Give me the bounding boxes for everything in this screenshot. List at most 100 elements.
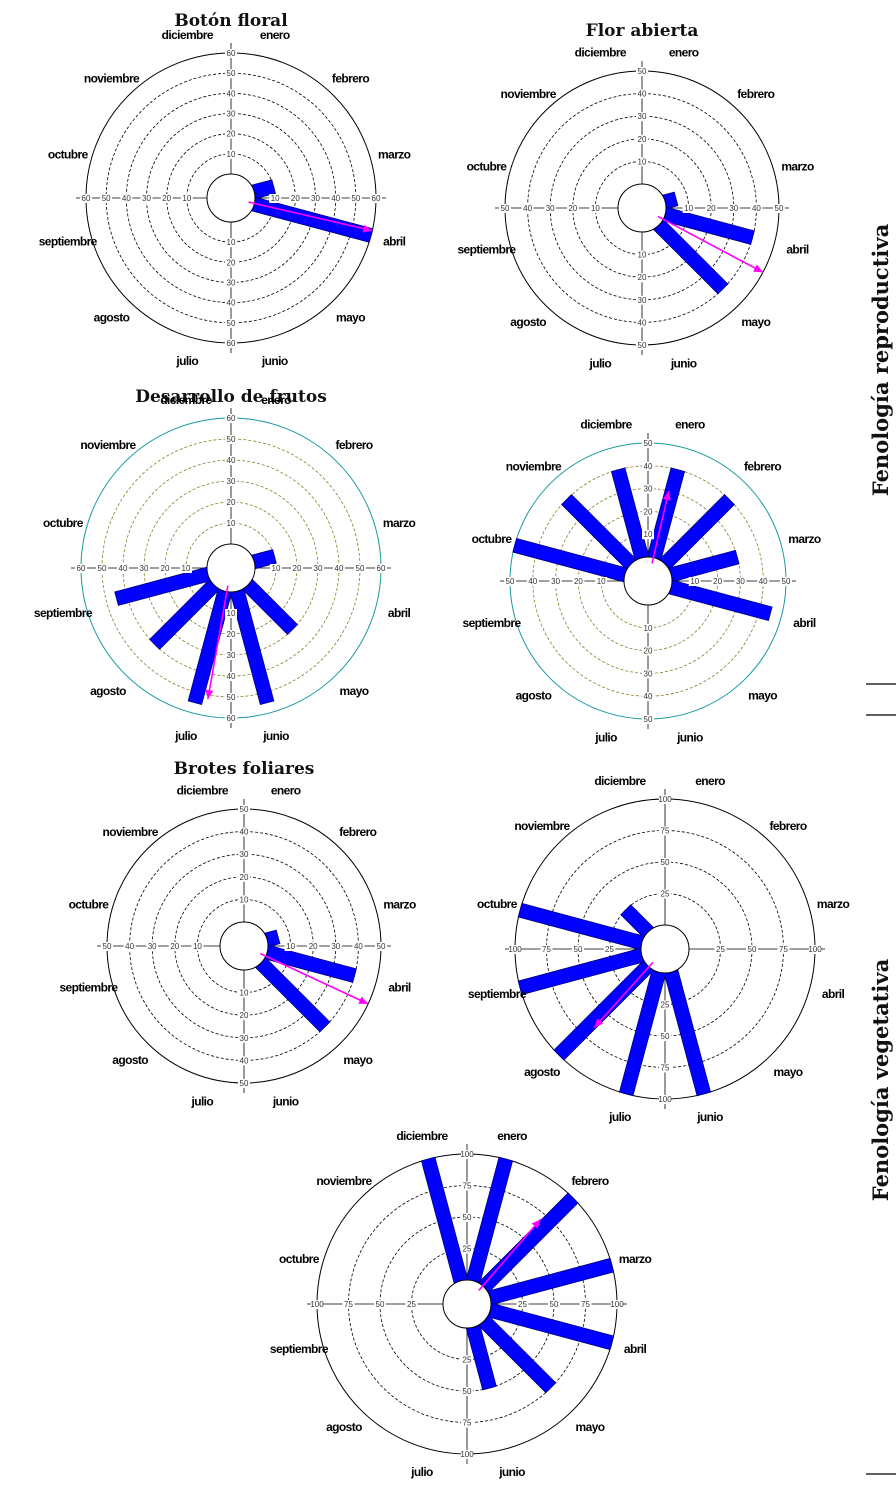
tick-bg: [225, 339, 237, 348]
mean-vector-arrowhead: [753, 264, 763, 273]
tick-label: 50: [782, 577, 791, 586]
mean-vector-arrowhead: [662, 490, 671, 501]
tick-label: 40: [227, 456, 236, 465]
side-label-reproductive: Fenología reproductiva: [868, 223, 893, 496]
tick-label: 30: [227, 110, 236, 119]
tick-label: 30: [227, 279, 236, 288]
month-label-febrero: febrero: [744, 459, 781, 473]
tick-label: 40: [331, 194, 340, 203]
tick-bg: [225, 109, 237, 119]
month-label-marzo: marzo: [781, 159, 814, 173]
tick-bg: [225, 498, 237, 507]
center-hole: [206, 173, 256, 223]
month-label-abril: abril: [383, 235, 406, 249]
tick-label: 10: [240, 989, 249, 998]
tick-bg: [238, 827, 250, 837]
tick-label: 30: [314, 564, 323, 573]
tick-label: 30: [729, 204, 738, 213]
tick-label: 50: [501, 204, 510, 213]
tick-label: 25: [407, 1300, 416, 1309]
month-label-septiembre: septiembre: [463, 616, 522, 630]
tick-label: 10: [644, 624, 653, 633]
tick-label: 75: [463, 1182, 472, 1191]
tick-label: 20: [293, 564, 302, 573]
month-label-enero: enero: [675, 418, 705, 432]
tick-label: 10: [286, 942, 295, 951]
tick-bg: [168, 942, 181, 951]
month-label-mayo: mayo: [343, 1053, 372, 1067]
month-label-junio: junio: [696, 1110, 723, 1124]
tick-bg: [659, 795, 671, 804]
tick-bg: [746, 945, 758, 954]
tick-label: 75: [661, 1064, 670, 1073]
month-label-septiembre: septiembre: [39, 235, 98, 249]
tick-label: 60: [227, 339, 236, 348]
tick-bg: [342, 1300, 355, 1309]
tick-label: 75: [779, 945, 788, 954]
polar-charts: Botón floral 10 10 10 10 20 20 20 20 30 30 30 30 40 40…: [34, 11, 850, 1479]
tick-bg: [461, 1213, 473, 1222]
tick-bg: [140, 194, 153, 203]
tick-label: 20: [161, 564, 170, 573]
tick-label: 75: [581, 1300, 590, 1309]
tick-bg: [238, 895, 250, 905]
tick-label: 20: [574, 577, 583, 586]
month-label-noviembre: noviembre: [84, 71, 140, 85]
tick-label: 60: [227, 49, 236, 58]
tick-bg: [329, 942, 342, 951]
tick-label: 40: [528, 577, 537, 586]
tick-bg: [238, 1033, 250, 1043]
tick-bg: [549, 577, 562, 586]
tick-label: 10: [638, 157, 647, 166]
mean-vector-arrowhead: [205, 689, 214, 700]
tick-label: 40: [523, 204, 532, 213]
tick-label: 30: [644, 669, 653, 678]
month-label-marzo: marzo: [383, 897, 416, 911]
tick-bg: [238, 872, 250, 882]
tick-label: 10: [591, 204, 600, 213]
tick-bg: [225, 435, 237, 444]
tick-bg: [589, 204, 602, 213]
tick-bg: [225, 414, 237, 423]
tick-bg: [461, 1355, 473, 1365]
tick-label: 50: [227, 69, 236, 78]
tick-bg: [642, 692, 654, 702]
tick-label: 50: [506, 577, 515, 586]
month-label-diciembre: diciembre: [580, 418, 632, 432]
tick-label: 30: [551, 577, 560, 586]
tick-bg: [269, 194, 282, 203]
tick-label: 50: [775, 204, 784, 213]
month-label-enero: enero: [260, 28, 290, 42]
tick-bg: [636, 250, 648, 260]
tick-bg: [642, 461, 654, 471]
tick-label: 40: [759, 577, 768, 586]
tick-label: 50: [644, 715, 653, 724]
tick-label: 10: [690, 577, 699, 586]
tick-label: 40: [125, 942, 134, 951]
tick-label: 20: [162, 194, 171, 203]
center-hole: [640, 924, 690, 974]
month-label-abril: abril: [793, 616, 816, 630]
tick-bg: [225, 149, 237, 159]
tick-bg: [461, 1387, 473, 1396]
tick-label: 20: [568, 204, 577, 213]
tick-bg: [225, 672, 237, 681]
tick-labels: 10 10 10 10 20 20 20 20 30 30 30 30 40 40 40 40 50 50 50 50: [101, 805, 387, 1088]
tick-label: 50: [661, 858, 670, 867]
tick-bg: [225, 456, 237, 465]
tick-bg: [780, 577, 792, 586]
tick-label: 20: [713, 577, 722, 586]
month-label-noviembre: noviembre: [80, 438, 136, 452]
month-label-enero: enero: [669, 45, 699, 59]
month-label-febrero: febrero: [335, 438, 372, 452]
tick-labels: 25 25 25 25 50 50 50 50 75 75 75 75 100 100 100 100: [310, 1150, 624, 1459]
tick-label: 25: [661, 890, 670, 899]
tick-bg: [642, 507, 654, 517]
month-label-agosto: agosto: [516, 689, 552, 703]
month-label-enero: enero: [695, 774, 725, 788]
tick-label: 30: [311, 194, 320, 203]
tick-label: 40: [227, 672, 236, 681]
tick-bg: [225, 238, 237, 248]
month-label-mayo: mayo: [336, 311, 365, 325]
tick-bg: [191, 942, 204, 951]
